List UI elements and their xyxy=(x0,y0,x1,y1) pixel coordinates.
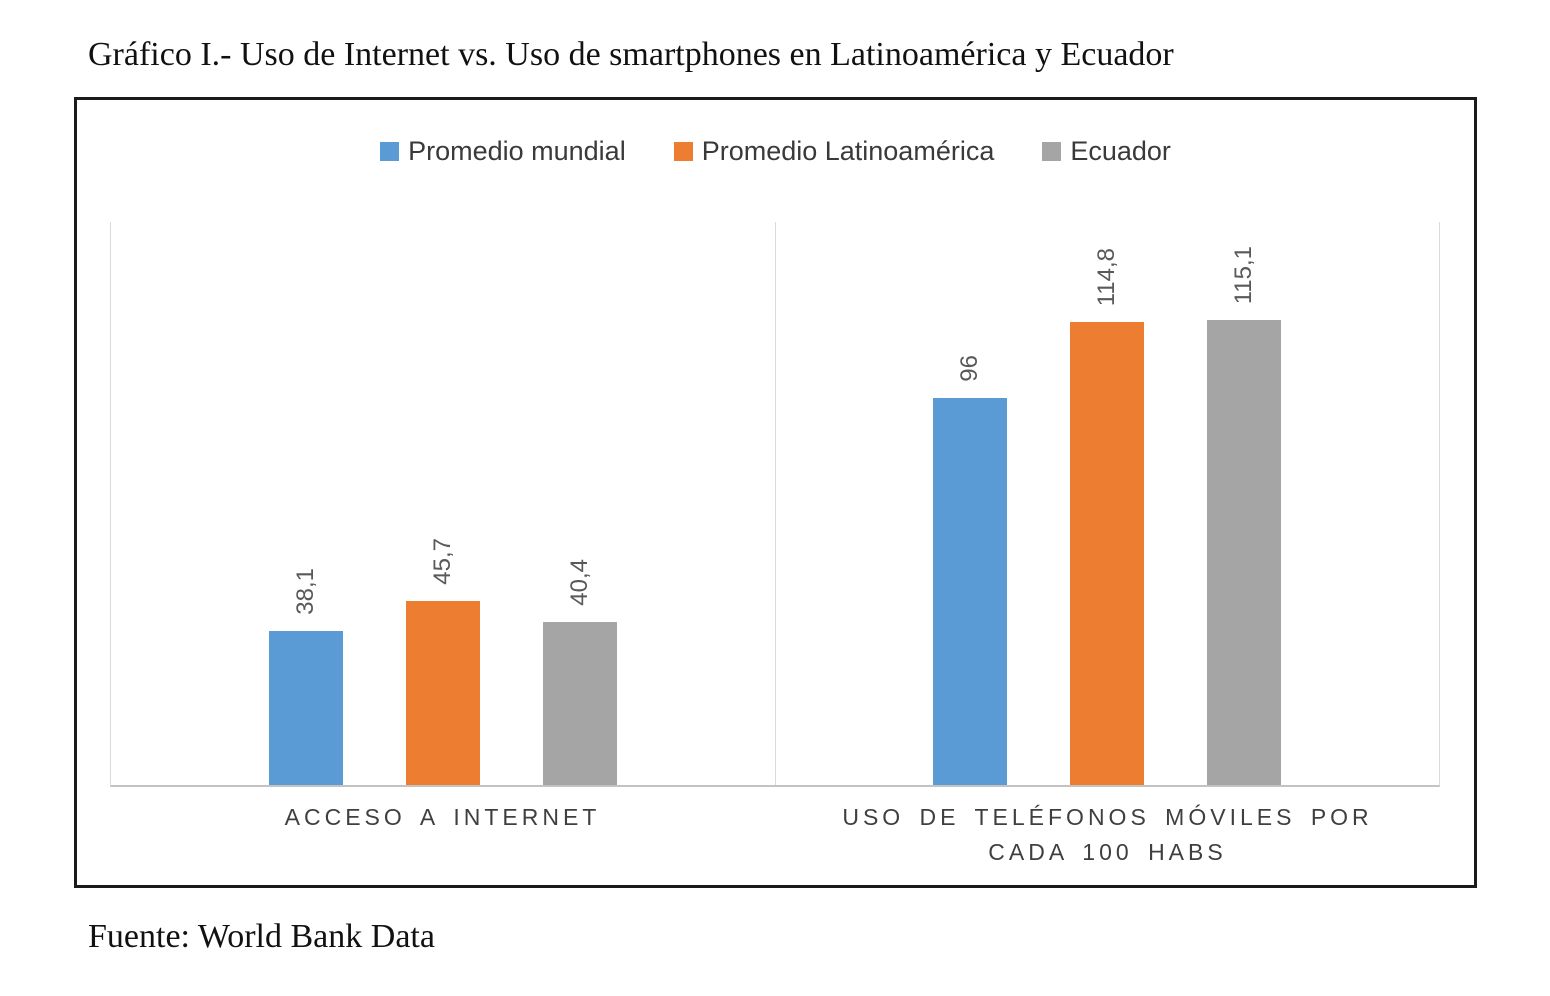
bar-value-label: 96 xyxy=(956,355,983,382)
legend-label: Promedio Latinoamérica xyxy=(701,136,995,166)
bar-value-label: 115,1 xyxy=(1230,245,1257,304)
bar-series1-cat1 xyxy=(1070,322,1144,785)
bar-value-label: 38,1 xyxy=(292,568,319,615)
bar-series1-cat0 xyxy=(406,601,480,785)
legend-color-swatch-gray xyxy=(1042,142,1062,161)
chart-frame: Promedio mundial Promedio Latinoamérica … xyxy=(74,97,1477,888)
legend-color-swatch-blue xyxy=(380,142,400,161)
page-title: Gráfico I.- Uso de Internet vs. Uso de s… xyxy=(88,36,1174,73)
legend-item-promedio-latinoamerica: Promedio Latinoamérica xyxy=(673,136,995,167)
category-axis: ACCESO A INTERNET USO DE TELÉFONOS MÓVIL… xyxy=(110,800,1440,870)
bar-series2-cat1 xyxy=(1207,320,1281,785)
bar-value-label: 40,4 xyxy=(566,559,593,606)
bar-series0-cat1 xyxy=(933,398,1007,785)
category-divider-line xyxy=(775,222,776,785)
bar-series0-cat0 xyxy=(269,631,343,785)
plot-area: 38,1 96 45,7 114,8 40,4 115,1 xyxy=(110,222,1440,787)
legend-item-ecuador: Ecuador xyxy=(1042,136,1171,167)
category-label-uso-telefonos-moviles: USO DE TELÉFONOS MÓVILES POR CADA 100 HA… xyxy=(842,804,1373,865)
legend: Promedio mundial Promedio Latinoamérica … xyxy=(77,136,1474,167)
legend-color-swatch-orange xyxy=(673,142,693,161)
bar-value-label: 45,7 xyxy=(429,538,456,585)
legend-label: Ecuador xyxy=(1070,136,1171,166)
bar-value-label: 114,8 xyxy=(1093,247,1120,306)
bar-series2-cat0 xyxy=(543,622,617,785)
category-label-acceso-a-internet: ACCESO A INTERNET xyxy=(284,804,601,830)
legend-label: Promedio mundial xyxy=(408,136,626,166)
legend-item-promedio-mundial: Promedio mundial xyxy=(380,136,626,167)
source-caption: Fuente: World Bank Data xyxy=(88,918,435,955)
